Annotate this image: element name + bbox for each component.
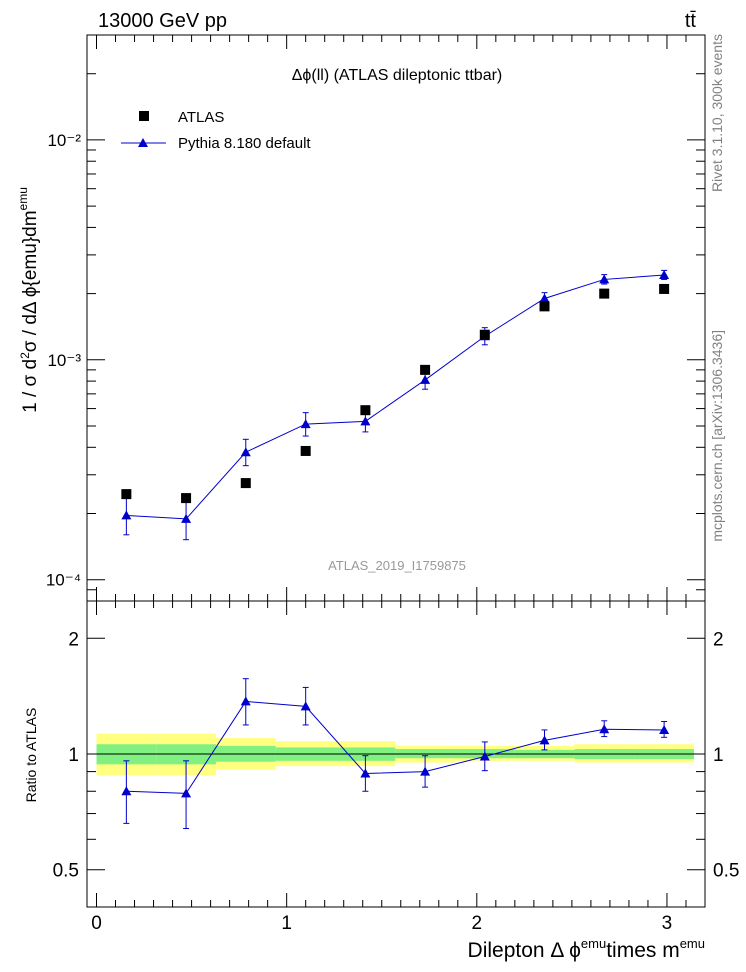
main-panel: 10⁻⁴ 10⁻³ 10⁻² Δϕ(ll) (ATLAS dileptonic tt…: [16, 34, 706, 602]
ratio-xtick-label: 0: [91, 913, 102, 934]
atlas-point: [240, 478, 251, 489]
atlas-point: [659, 283, 670, 294]
ratio-ytick-label-right: 1: [713, 745, 724, 766]
ratio-point: [420, 766, 431, 776]
pythia-point: [539, 293, 550, 303]
atlas-point: [121, 489, 132, 500]
pythia-point: [300, 419, 311, 429]
legend-label-pythia: Pythia 8.180 default: [178, 135, 311, 152]
legend: ATLAS Pythia 8.180 default: [121, 109, 311, 152]
pythia-point: [360, 416, 371, 426]
ratio-point: [240, 696, 251, 706]
atlas-point: [539, 301, 550, 312]
legend-marker-atlas: [139, 111, 149, 121]
header-right: tt̄: [685, 10, 697, 32]
ratio-point: [599, 724, 610, 734]
atlas-point: [360, 405, 371, 416]
ratio-point: [360, 768, 371, 778]
pythia-point: [659, 270, 670, 280]
header-left: 13000 GeV pp: [98, 10, 227, 32]
ratio-point: [479, 751, 490, 761]
ratio-ytick-label-left: 2: [68, 629, 79, 650]
ratio-ytick-label-left: 1: [68, 745, 79, 766]
ratio-ylabel: Ratio to ATLAS: [23, 708, 39, 803]
main-ticks: 10⁻⁴ 10⁻³ 10⁻²: [46, 34, 705, 602]
main-ylabel: 1 / σ d2σ / dΔ ϕ{emu}dmemu: [16, 187, 41, 413]
ratio-line: [126, 700, 665, 794]
ratio-ticks: 0.5 0.5 1 1 2 2 0 1 2 3: [53, 601, 739, 934]
mcplots-label: mcplots.cern.ch [arXiv:1306.3436]: [709, 330, 725, 542]
ratio-ytick-label-right: 2: [713, 629, 724, 650]
legend-label-atlas: ATLAS: [178, 109, 224, 126]
pythia-point: [121, 510, 132, 520]
watermark: ATLAS_2019_I1759875: [328, 558, 466, 573]
ratio-point: [659, 724, 670, 734]
plot-title: Δϕ(ll) (ATLAS dileptonic ttbar): [292, 67, 503, 84]
pythia-point: [181, 513, 192, 523]
pythia-point: [599, 274, 610, 284]
atlas-point: [599, 288, 610, 299]
ratio-xtick-label: 3: [662, 913, 673, 934]
ratio-point: [539, 735, 550, 745]
main-ytick-label: 10⁻⁴: [46, 571, 81, 590]
pythia-line: [126, 274, 665, 520]
rivet-label: Rivet 3.1.10, 300k events: [709, 34, 725, 192]
atlas-point: [420, 364, 431, 375]
ratio-ytick-label-right: 0.5: [713, 861, 739, 882]
ratio-point: [181, 788, 192, 798]
pythia-point: [420, 374, 431, 384]
pythia-point: [240, 447, 251, 457]
ratio-xtick-label: 1: [281, 913, 292, 934]
atlas-point: [181, 493, 192, 504]
atlas-point: [300, 445, 311, 456]
ratio-point: [300, 701, 311, 711]
atlas-point: [479, 329, 490, 340]
main-series: [121, 269, 670, 541]
ratio-point: [121, 786, 132, 796]
ratio-panel: 0.5 0.5 1 1 2 2 0 1 2 3 Ratio to ATLAS Dilepton Δ…: [23, 600, 739, 962]
x-axis-label: Dilepton Δ ϕemutimes memu: [468, 936, 705, 962]
legend-marker-pythia: [138, 138, 148, 147]
ratio-series: [121, 678, 670, 830]
ratio-xtick-label: 2: [472, 913, 483, 934]
ratio-ytick-label-left: 0.5: [53, 861, 79, 882]
main-ytick-label: 10⁻³: [47, 351, 81, 370]
main-ytick-label: 10⁻²: [47, 131, 81, 150]
